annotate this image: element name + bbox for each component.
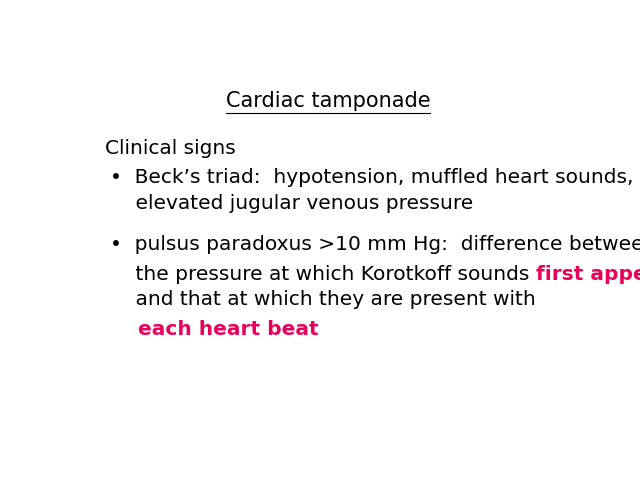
Text: •  Beck’s triad:  hypotension, muffled heart sounds,: • Beck’s triad: hypotension, muffled hea…: [110, 168, 633, 188]
Text: elevated jugular venous pressure: elevated jugular venous pressure: [110, 194, 473, 213]
Text: each heart beat: each heart beat: [110, 320, 318, 339]
Text: •  pulsus paradoxus >10 mm Hg:  difference between: • pulsus paradoxus >10 mm Hg: difference…: [110, 235, 640, 254]
Text: the pressure at which Korotkoff sounds: the pressure at which Korotkoff sounds: [110, 264, 536, 284]
Text: and that at which they are present with: and that at which they are present with: [110, 290, 536, 310]
Text: Cardiac tamponade: Cardiac tamponade: [226, 91, 430, 111]
Text: first appear: first appear: [536, 264, 640, 284]
Text: Clinical signs: Clinical signs: [105, 139, 236, 158]
